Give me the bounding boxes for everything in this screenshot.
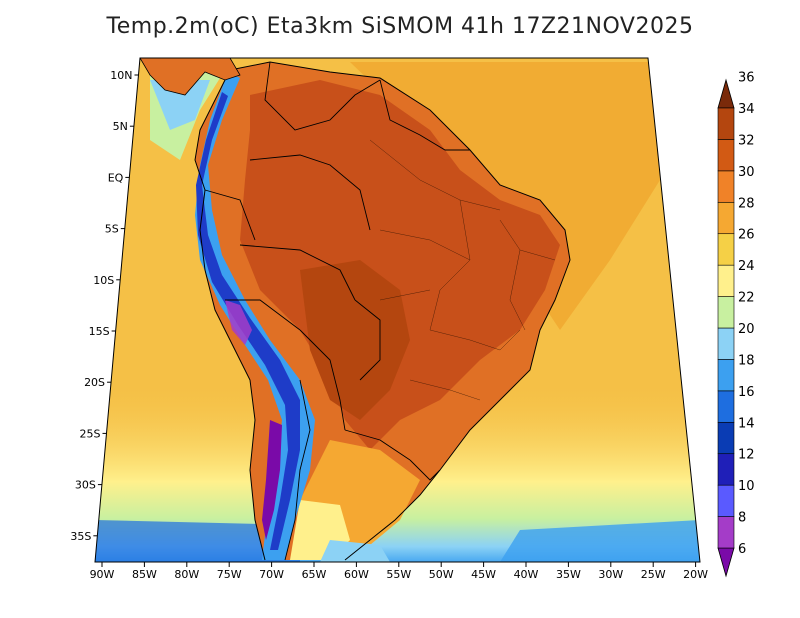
colorbar-bin — [717, 421, 735, 455]
altiplano-cold — [225, 300, 252, 345]
colorbar-bin — [717, 327, 735, 360]
lon-label: 20W — [683, 568, 708, 581]
colorbar: 6 8 10 12 14 16 18 20 22 24 26 28 30 32 34 36 — [717, 71, 755, 578]
lat-label: 15S — [89, 325, 110, 338]
lon-label: 55W — [386, 568, 411, 581]
lon-label: 60W — [344, 568, 369, 581]
southern-cold-band-west — [95, 520, 300, 562]
lon-label: 40W — [514, 568, 539, 581]
andes-cold — [195, 72, 315, 560]
lat-label: 20S — [84, 376, 105, 389]
pacific-cool-core — [150, 80, 210, 130]
map-frame — [94, 57, 701, 563]
lat-label: 10S — [93, 274, 114, 287]
colorbar-bin — [717, 107, 735, 140]
lon-label: 30W — [598, 568, 623, 581]
colorbar-label: 16 — [738, 385, 755, 400]
colorbar-label: 14 — [738, 416, 755, 431]
lon-label: 80W — [174, 568, 199, 581]
colorbar-label: 6 — [738, 542, 746, 557]
state-borders — [369, 139, 556, 401]
colorbar-bin — [717, 264, 735, 297]
colorbar-label: 10 — [738, 479, 755, 494]
colorbar-label: 30 — [738, 165, 755, 180]
andes-coldest — [262, 420, 282, 540]
map-title: Temp.2m(oC) Eta3km SiSMOM 41h 17Z21NOV20… — [106, 14, 694, 39]
lon-label: 25W — [641, 568, 666, 581]
lon-label: 50W — [429, 568, 454, 581]
patagonia-coast — [320, 540, 390, 562]
colorbar-label: 36 — [738, 71, 755, 86]
colorbar-label: 18 — [738, 353, 755, 368]
longitude-axis: 90W 85W 80W 75W 70W 65W 60W 55W 50W 45W 40W 35W 30W 2… — [90, 562, 708, 581]
colorbar-bin — [717, 170, 735, 203]
colorbar-label: 12 — [738, 448, 755, 463]
lon-label: 35W — [556, 568, 581, 581]
colorbar-label: 34 — [738, 102, 755, 117]
colorbar-label: 20 — [738, 322, 755, 337]
colorbar-label: 22 — [738, 291, 755, 306]
lon-label: 65W — [302, 568, 327, 581]
colorbar-bin — [717, 453, 735, 486]
warm-atlantic — [350, 62, 660, 330]
southern-cold-band-east — [500, 520, 700, 562]
colorbar-label: 8 — [738, 511, 746, 526]
colorbar-bin — [717, 296, 735, 329]
lon-label: 90W — [90, 568, 115, 581]
colorbar-label: 32 — [738, 133, 755, 148]
colorbar-bin — [717, 139, 735, 172]
lat-label: 10N — [110, 69, 132, 82]
lat-label: EQ — [108, 171, 124, 184]
lat-label: 5S — [105, 223, 119, 236]
latitude-axis: 10N 5N EQ 5S 10S 15S 20S 25S 30S 35S — [70, 69, 139, 543]
colorbar-bin — [717, 484, 735, 517]
lon-label: 70W — [259, 568, 284, 581]
colorbar-max-triangle — [717, 78, 735, 109]
colorbar-label: 26 — [738, 228, 755, 243]
colorbar-bin — [717, 201, 735, 235]
lon-label: 85W — [132, 568, 157, 581]
colorbar-label: 24 — [738, 259, 755, 274]
colorbar-bin — [717, 390, 735, 423]
lat-label: 25S — [79, 427, 100, 440]
hot-core-chaco — [300, 260, 410, 420]
colorbar-min-triangle — [717, 547, 735, 578]
country-borders — [204, 61, 470, 561]
colorbar-bin — [717, 359, 735, 392]
lon-label: 45W — [471, 568, 496, 581]
map-field — [95, 58, 700, 562]
coastline — [229, 61, 571, 561]
coastline-west — [194, 69, 266, 561]
colorbar-bin — [717, 233, 735, 266]
lat-label: 30S — [75, 479, 96, 492]
colorbar-bin — [717, 516, 735, 549]
colorbar-label: 28 — [738, 196, 755, 211]
andes-very-cold — [196, 92, 300, 550]
lon-label: 75W — [217, 568, 242, 581]
lat-label: 35S — [70, 530, 91, 543]
central-america — [139, 58, 241, 96]
lat-label: 5N — [113, 120, 128, 133]
